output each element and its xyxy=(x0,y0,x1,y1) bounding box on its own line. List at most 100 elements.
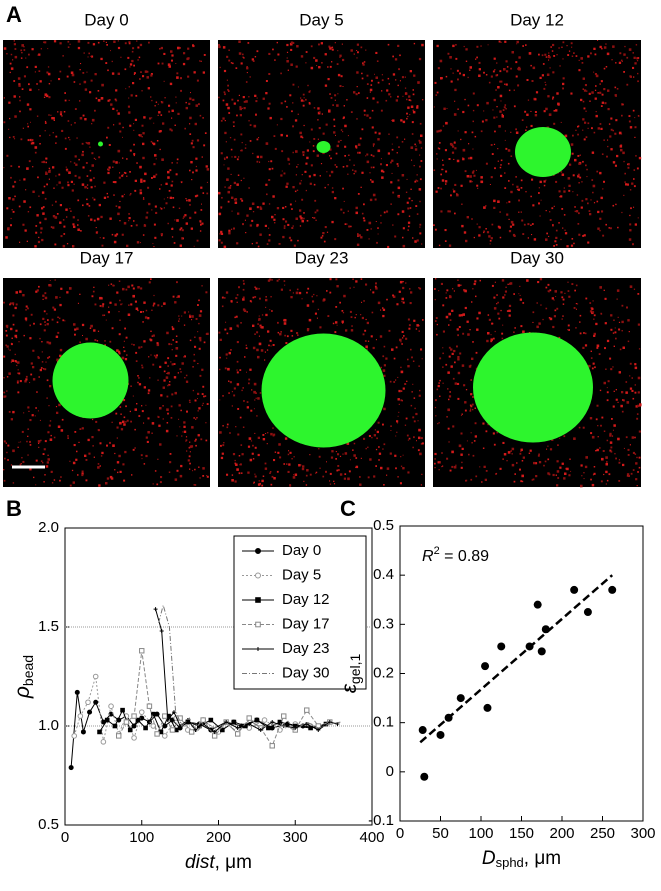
bead xyxy=(575,55,578,57)
bead xyxy=(10,224,12,227)
bead xyxy=(358,234,361,237)
bead xyxy=(352,449,354,451)
bead xyxy=(11,359,15,362)
bead xyxy=(40,231,42,234)
bead xyxy=(469,69,471,71)
bead xyxy=(162,418,164,420)
bead xyxy=(26,440,28,443)
bead xyxy=(506,70,509,73)
bead xyxy=(181,362,184,365)
bead xyxy=(397,165,399,167)
bead xyxy=(237,174,240,176)
bead xyxy=(151,117,153,119)
bead xyxy=(619,348,622,351)
bead xyxy=(163,302,166,305)
bead xyxy=(331,46,334,49)
bead xyxy=(157,304,160,307)
bead xyxy=(413,74,416,77)
bead xyxy=(409,70,412,73)
bead xyxy=(118,311,120,313)
bead xyxy=(355,211,358,215)
bead xyxy=(390,96,392,98)
bead xyxy=(601,47,603,50)
bead xyxy=(305,189,307,192)
bead xyxy=(523,223,526,226)
bead xyxy=(630,207,632,210)
bead xyxy=(363,203,365,206)
bead xyxy=(632,451,635,454)
bead xyxy=(38,195,40,197)
bead xyxy=(66,169,69,172)
bead xyxy=(258,137,260,139)
y-tick-label: 0.5 xyxy=(38,816,59,833)
bead xyxy=(6,376,9,378)
bead xyxy=(6,326,9,329)
bead xyxy=(621,60,623,62)
bead xyxy=(582,88,584,90)
point xyxy=(456,694,465,703)
bead xyxy=(189,216,192,219)
marker xyxy=(162,713,168,719)
bead xyxy=(147,186,150,189)
bead xyxy=(617,316,619,318)
bead xyxy=(561,208,564,210)
bead xyxy=(544,53,547,56)
bead xyxy=(111,60,113,63)
bead xyxy=(605,223,607,226)
bead xyxy=(342,116,345,119)
bead xyxy=(447,371,450,374)
bead xyxy=(400,341,402,343)
bead xyxy=(81,470,84,473)
bead xyxy=(485,228,487,230)
bead xyxy=(417,449,420,452)
bead xyxy=(185,440,187,442)
bead xyxy=(465,239,468,243)
bead xyxy=(5,236,8,239)
bead xyxy=(318,66,321,69)
bead xyxy=(268,203,271,205)
bead xyxy=(236,369,238,371)
bead xyxy=(160,476,163,479)
bead xyxy=(295,150,298,153)
bead xyxy=(365,447,367,450)
bead xyxy=(194,399,197,402)
bead xyxy=(231,98,234,101)
marker xyxy=(270,720,275,725)
bead xyxy=(604,102,607,105)
bead xyxy=(418,365,420,367)
bead xyxy=(401,174,405,177)
bead xyxy=(45,161,47,164)
bead xyxy=(41,161,43,163)
bead xyxy=(264,462,267,465)
bead xyxy=(626,183,629,186)
bead xyxy=(42,294,45,297)
bead xyxy=(445,315,449,319)
bead xyxy=(13,40,15,42)
bead xyxy=(490,176,493,179)
bead xyxy=(110,283,113,285)
bead xyxy=(55,406,58,408)
bead xyxy=(161,158,164,161)
bead xyxy=(168,104,171,107)
bead xyxy=(392,73,396,76)
bead xyxy=(496,294,498,296)
chart: 0 50 100 150 200 250 300-0.100.10.20.30.40.5Ds… xyxy=(338,517,656,870)
bead xyxy=(516,185,519,188)
bead xyxy=(130,94,133,97)
bead xyxy=(520,480,523,483)
bead xyxy=(169,128,172,131)
bead xyxy=(248,437,252,440)
bead xyxy=(256,348,259,352)
bead xyxy=(461,203,463,205)
bead xyxy=(113,194,115,196)
bead xyxy=(553,245,555,247)
bead xyxy=(398,68,400,71)
bead xyxy=(400,366,402,369)
bead xyxy=(133,154,135,157)
bead xyxy=(133,143,135,146)
bead xyxy=(146,211,149,214)
bead xyxy=(492,432,495,435)
bead xyxy=(521,460,524,462)
bead xyxy=(507,283,509,285)
marker xyxy=(71,733,78,739)
